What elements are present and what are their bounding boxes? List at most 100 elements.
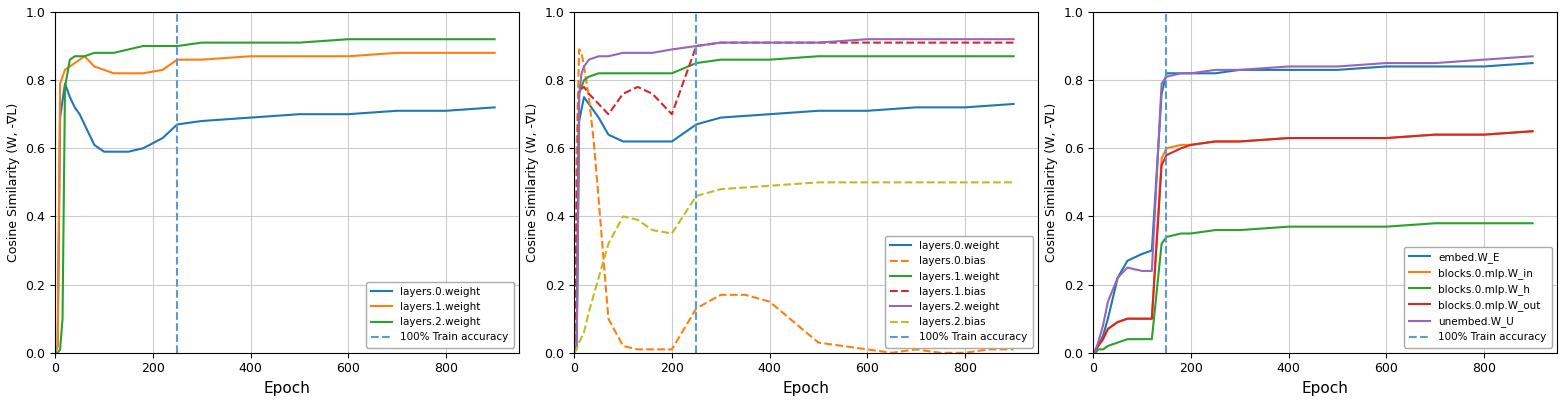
- embed.W_E: [1279, 67, 1298, 72]
- embed.W_E: [1098, 316, 1117, 321]
- layers.0.weight: [809, 108, 827, 113]
- layers.1.weight: [61, 64, 80, 69]
- blocks.0.mlp.W_h: [1181, 231, 1200, 236]
- embed.W_E: [1328, 67, 1347, 72]
- layers.0.weight: [629, 139, 647, 144]
- layers.1.bias: [643, 91, 662, 96]
- layers.1.weight: [48, 343, 67, 348]
- layers.1.weight: [613, 71, 632, 76]
- embed.W_E: [1089, 343, 1107, 348]
- layers.2.bias: [599, 241, 618, 246]
- layers.1.weight: [167, 57, 186, 62]
- layers.2.weight: [574, 64, 593, 69]
- embed.W_E: [1087, 347, 1106, 352]
- unembed.W_U: [1087, 347, 1106, 352]
- layers.1.weight: [70, 57, 89, 62]
- embed.W_E: [1142, 248, 1160, 253]
- blocks.0.mlp.W_out: [1171, 146, 1190, 151]
- layers.2.weight: [84, 50, 103, 55]
- layers.0.weight: [574, 95, 593, 100]
- embed.W_E: [1231, 67, 1250, 72]
- unembed.W_U: [1279, 64, 1298, 69]
- layers.2.weight: [956, 37, 974, 42]
- layers.1.weight: [590, 71, 608, 76]
- Legend: layers.0.weight, layers.1.weight, layers.2.weight, 100% Train accuracy: layers.0.weight, layers.1.weight, layers…: [366, 282, 515, 347]
- layers.0.bias: [809, 340, 827, 345]
- layers.2.weight: [580, 57, 599, 62]
- layers.0.bias: [735, 293, 754, 297]
- unembed.W_U: [1132, 268, 1151, 273]
- layers.0.weight: [119, 149, 138, 154]
- blocks.0.mlp.W_out: [1098, 326, 1117, 331]
- layers.2.weight: [70, 54, 89, 59]
- layers.0.weight: [568, 343, 586, 348]
- blocks.0.mlp.W_in: [1523, 129, 1542, 134]
- blocks.0.mlp.W_in: [1093, 337, 1112, 342]
- layers.0.bias: [585, 139, 604, 144]
- layers.2.bias: [580, 310, 599, 314]
- layers.1.bias: [687, 44, 705, 48]
- layers.0.bias: [613, 343, 632, 348]
- unembed.W_U: [1171, 71, 1190, 76]
- blocks.0.mlp.W_in: [1328, 136, 1347, 141]
- layers.1.weight: [760, 57, 779, 62]
- embed.W_E: [1093, 333, 1112, 338]
- blocks.0.mlp.W_out: [1142, 316, 1160, 321]
- layers.0.weight: [167, 122, 186, 127]
- embed.W_E: [1206, 71, 1225, 76]
- layers.0.weight: [339, 112, 358, 116]
- layers.1.bias: [956, 40, 974, 45]
- layers.1.weight: [84, 64, 103, 69]
- layers.2.bias: [956, 180, 974, 185]
- layers.2.bias: [663, 231, 682, 236]
- layers.1.weight: [956, 54, 974, 59]
- X-axis label: Epoch: Epoch: [782, 381, 829, 396]
- layers.1.weight: [857, 54, 876, 59]
- layers.2.weight: [192, 40, 211, 45]
- layers.2.weight: [663, 47, 682, 52]
- embed.W_E: [1157, 71, 1176, 76]
- layers.2.weight: [907, 37, 926, 42]
- layers.0.bias: [643, 347, 662, 352]
- blocks.0.mlp.W_h: [1475, 221, 1494, 226]
- layers.0.bias: [590, 197, 608, 202]
- layers.2.weight: [565, 350, 583, 355]
- unembed.W_U: [1118, 265, 1137, 270]
- Line: layers.1.bias: layers.1.bias: [574, 43, 1013, 353]
- blocks.0.mlp.W_out: [1206, 139, 1225, 144]
- embed.W_E: [1426, 64, 1445, 69]
- layers.0.weight: [61, 95, 80, 100]
- layers.2.weight: [613, 50, 632, 55]
- layers.1.weight: [712, 57, 730, 62]
- layers.2.bias: [687, 193, 705, 198]
- layers.1.weight: [565, 350, 583, 355]
- blocks.0.mlp.W_out: [1376, 136, 1395, 141]
- unembed.W_U: [1142, 268, 1160, 273]
- embed.W_E: [1376, 64, 1395, 69]
- unembed.W_U: [1328, 64, 1347, 69]
- blocks.0.mlp.W_in: [1087, 347, 1106, 352]
- layers.2.bias: [613, 214, 632, 219]
- blocks.0.mlp.W_out: [1475, 132, 1494, 137]
- blocks.0.mlp.W_out: [1279, 136, 1298, 141]
- layers.1.weight: [105, 71, 124, 76]
- layers.0.weight: [192, 118, 211, 123]
- layers.1.bias: [760, 40, 779, 45]
- blocks.0.mlp.W_h: [1157, 235, 1176, 239]
- unembed.W_U: [1098, 299, 1117, 304]
- layers.0.bias: [574, 64, 593, 69]
- blocks.0.mlp.W_out: [1089, 343, 1107, 348]
- layers.1.weight: [809, 54, 827, 59]
- blocks.0.mlp.W_in: [1109, 320, 1128, 324]
- layers.0.bias: [568, 146, 586, 151]
- layers.1.bias: [599, 112, 618, 116]
- embed.W_E: [1153, 91, 1171, 96]
- layers.1.bias: [568, 214, 586, 219]
- layers.0.weight: [289, 112, 308, 116]
- blocks.0.mlp.W_out: [1093, 337, 1112, 342]
- layers.0.bias: [857, 347, 876, 352]
- layers.2.weight: [572, 71, 591, 76]
- layers.0.weight: [95, 149, 114, 154]
- layers.0.bias: [1004, 347, 1023, 352]
- Line: layers.2.weight: layers.2.weight: [55, 39, 494, 353]
